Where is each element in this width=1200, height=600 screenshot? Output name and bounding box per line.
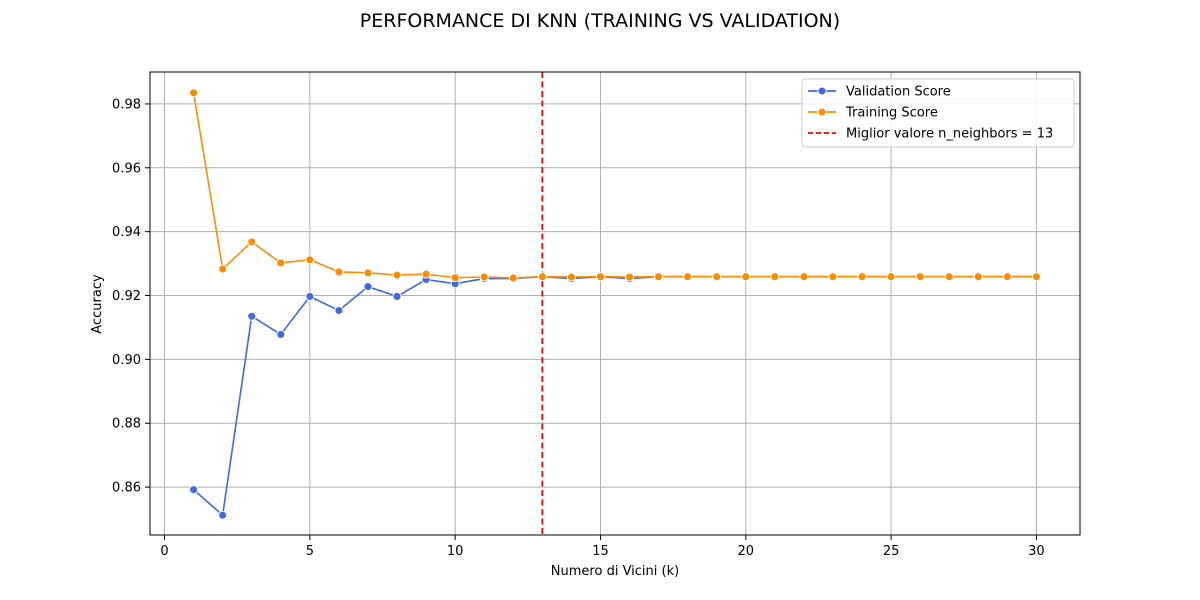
- data-point: [334, 267, 344, 277]
- data-point: [799, 272, 809, 282]
- legend: Validation Score Training Score Miglior va…: [801, 78, 1075, 148]
- data-point: [247, 311, 257, 321]
- data-point: [276, 258, 286, 268]
- axis-ticks: 0 5 10 15 20 25 30 0.86 0.88 0.90 0.92 0.94 0.96 0.98: [112, 97, 1045, 559]
- y-tick-label: 0.98: [112, 97, 141, 112]
- data-point: [828, 272, 838, 282]
- series-line: [193, 275, 1037, 517]
- data-point: [741, 272, 751, 282]
- y-tick-label: 0.88: [112, 417, 141, 432]
- x-axis-label: Numero di Vicini (k): [551, 564, 679, 579]
- data-point: [770, 272, 780, 282]
- x-tick-label: 10: [447, 544, 464, 559]
- chart-title: PERFORMANCE DI KNN (TRAINING VS VALIDATI…: [360, 10, 840, 32]
- data-point: [537, 272, 547, 282]
- x-tick-label: 20: [738, 544, 755, 559]
- data-point: [450, 273, 460, 283]
- data-point: [1002, 272, 1012, 282]
- data-point: [1031, 272, 1041, 282]
- data-point: [392, 270, 402, 280]
- y-axis-label: Accuracy: [90, 274, 105, 334]
- legend-label: Training Score: [845, 106, 938, 121]
- data-point: [392, 292, 402, 301]
- data-point: [305, 255, 315, 265]
- data-point: [421, 269, 431, 279]
- data-point: [886, 272, 896, 282]
- data-point: [363, 282, 373, 292]
- data-point: [944, 272, 954, 282]
- series-validation: [189, 272, 1041, 520]
- data-point: [218, 264, 228, 274]
- data-point: [363, 268, 373, 278]
- data-point: [973, 272, 983, 282]
- series-training: [189, 88, 1041, 283]
- data-point: [305, 292, 315, 301]
- data-point: [857, 272, 867, 282]
- y-tick-label: 0.94: [112, 225, 141, 240]
- series-layer: [189, 88, 1041, 520]
- data-point: [218, 510, 228, 520]
- data-point: [654, 272, 664, 282]
- data-point: [334, 306, 344, 315]
- series-line: [192, 92, 1037, 279]
- x-tick-label: 25: [883, 544, 900, 559]
- data-point: [247, 237, 257, 247]
- legend-swatch-marker: [817, 107, 827, 117]
- data-point: [189, 485, 199, 495]
- data-point: [479, 272, 489, 282]
- y-tick-label: 0.92: [112, 289, 141, 304]
- x-tick-label: 5: [306, 544, 314, 559]
- x-tick-label: 15: [592, 544, 609, 559]
- data-point: [625, 272, 634, 282]
- plot-frame: [149, 71, 1081, 536]
- data-point: [712, 272, 722, 282]
- y-tick-label: 0.90: [112, 353, 141, 368]
- data-point: [915, 272, 925, 282]
- data-point: [508, 273, 518, 283]
- legend-box: [801, 78, 1075, 148]
- x-tick-label: 30: [1028, 544, 1045, 559]
- data-point: [566, 272, 576, 282]
- y-tick-label: 0.86: [112, 481, 141, 496]
- y-tick-label: 0.96: [112, 161, 141, 176]
- legend-swatch-marker: [817, 86, 827, 96]
- legend-label: Validation Score: [846, 85, 951, 100]
- data-point: [276, 330, 286, 339]
- legend-label: Miglior valore n_neighbors = 13: [846, 127, 1053, 142]
- data-point: [189, 88, 199, 98]
- data-point: [683, 272, 693, 282]
- data-point: [596, 272, 605, 282]
- x-tick-label: 0: [160, 544, 168, 559]
